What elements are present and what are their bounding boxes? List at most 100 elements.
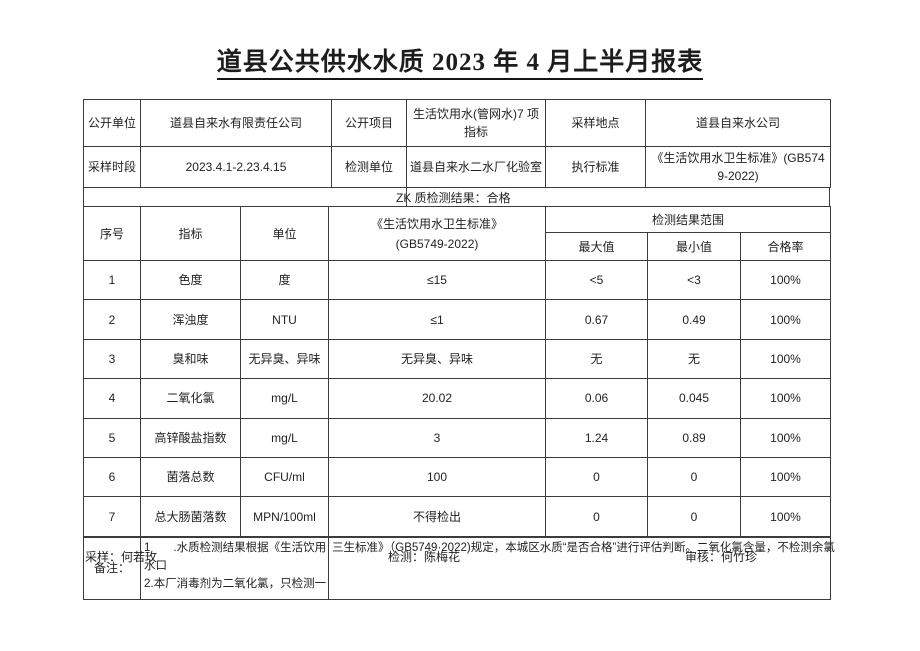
table-cell: 0.49 xyxy=(647,299,741,340)
table-cell: 度 xyxy=(240,259,329,301)
table-row: 1 色度 度 ≤15 <5 <3 100% xyxy=(83,259,832,301)
table-cell: 3 xyxy=(83,338,141,380)
info-row-2: 采样时段 2023.4.1-2.23.4.15 检测单位 道县自来水二水厂化验室… xyxy=(83,146,831,188)
table-cell: 0.89 xyxy=(647,417,741,458)
table-cell: 1 xyxy=(83,259,141,301)
header-standard: 《生活饮用水卫生标准》 (GB5749-2022) xyxy=(328,206,546,261)
table-cell: 100% xyxy=(739,417,832,458)
header-standard-line1: 《生活饮用水卫生标准》 xyxy=(370,216,503,231)
header-row-top: 序号 指标 单位 《生活饮用水卫生标准》 (GB5749-2022) 检测结果范… xyxy=(83,206,832,261)
header-row-sub: 最大值 最小值 合格率 xyxy=(84,232,832,261)
table-cell: 浑浊度 xyxy=(140,299,241,340)
table-cell: 0 xyxy=(647,456,741,498)
header-min: 最小值 xyxy=(647,232,741,261)
table-cell: 100% xyxy=(739,338,832,380)
info-value-sampling-period: 2023.4.1-2.23.4.15 xyxy=(140,146,332,188)
result-note-text: ZK 质检测结果：合格 xyxy=(396,191,511,205)
table-cell: 0.67 xyxy=(545,299,648,340)
info-value-testing-unit: 道县自来水二水厂化验室 xyxy=(406,146,546,188)
table-row: 5 高锌酸盐指数 mg/L 3 1.24 0.89 100% xyxy=(83,417,832,458)
table-cell: 0 xyxy=(647,496,741,537)
page-title: 道县公共供水水质 2023 年 4 月上半月报表 xyxy=(0,42,920,80)
info-value-public-item: 生活饮用水(管网水)7 项指标 xyxy=(406,99,546,147)
table-cell: 二氧化氯 xyxy=(140,378,241,419)
table-cell: 无 xyxy=(545,338,648,380)
info-table: 公开单位 道县自来水有限责任公司 公开项目 生活饮用水(管网水)7 项指标 采样… xyxy=(83,99,831,188)
table-cell: 100% xyxy=(739,259,832,301)
remarks-mid-line3: 2.本厂消毒剂为二氧化氯，只检测一 xyxy=(144,577,327,590)
table-cell: MPN/100ml xyxy=(240,496,329,537)
table-cell: 100% xyxy=(739,378,832,419)
table-row: 4 二氧化氯 mg/L 20.02 0.06 0.045 100% xyxy=(83,378,832,419)
table-cell: 无 xyxy=(647,338,741,380)
table-cell: 4 xyxy=(83,378,141,419)
remarks-mid-line2: 水口 xyxy=(144,559,167,572)
table-cell: ≤15 xyxy=(328,259,546,301)
tester-signature: 检测：陈梅花 xyxy=(388,550,461,564)
info-label-sampling-period: 采样时段 xyxy=(83,146,141,188)
table-cell: 2 xyxy=(83,299,141,340)
remarks-mid-line1: 1 .水质检测结果根据《生活饮用 xyxy=(144,541,327,554)
info-label-public-unit: 公开单位 xyxy=(83,99,141,147)
table-cell: CFU/ml xyxy=(240,456,329,498)
remarks-label: 备注： xyxy=(83,536,141,600)
remarks-table: 备注： 1 .水质检测结果根据《生活饮用 水口 2.本厂消毒剂为二氧化氯，只检测… xyxy=(83,536,835,600)
remarks-mid-cell: 1 .水质检测结果根据《生活饮用 水口 2.本厂消毒剂为二氧化氯，只检测一 xyxy=(140,536,329,600)
info-row-1: 公开单位 道县自来水有限责任公司 公开项目 生活饮用水(管网水)7 项指标 采样… xyxy=(83,99,831,147)
table-row: 3 臭和味 无异臭、异味 无异臭、异味 无 无 100% xyxy=(83,338,832,380)
table-cell: 总大肠菌落数 xyxy=(140,496,241,537)
info-label-public-item: 公开项目 xyxy=(331,99,407,147)
table-cell: 100% xyxy=(739,299,832,340)
table-cell: 3 xyxy=(328,417,546,458)
table-cell: 高锌酸盐指数 xyxy=(140,417,241,458)
info-value-sampling-site: 道县自来水公司 xyxy=(645,99,831,147)
header-seq: 序号 xyxy=(83,206,141,261)
info-label-standard: 执行标准 xyxy=(545,146,646,188)
table-cell: 无异臭、异味 xyxy=(240,338,329,380)
table-cell: mg/L xyxy=(240,417,329,458)
table-cell: 0.045 xyxy=(647,378,741,419)
remarks-row: 备注： 1 .水质检测结果根据《生活饮用 水口 2.本厂消毒剂为二氧化氯，只检测… xyxy=(83,536,835,600)
table-cell: 5 xyxy=(83,417,141,458)
table-cell: 菌落总数 xyxy=(140,456,241,498)
table-cell: 7 xyxy=(83,496,141,537)
table-cell: 无异臭、异味 xyxy=(328,338,546,380)
table-cell: 20.02 xyxy=(328,378,546,419)
info-value-standard: 《生活饮用水卫生标准》(GB5749-2022) xyxy=(645,146,831,188)
page-title-text: 道县公共供水水质 2023 年 4 月上半月报表 xyxy=(216,49,704,80)
report-table-container: 公开单位 道县自来水有限责任公司 公开项目 生活饮用水(管网水)7 项指标 采样… xyxy=(83,99,835,600)
table-cell: mg/L xyxy=(240,378,329,419)
table-cell: <5 xyxy=(545,259,648,301)
header-standard-line2: (GB5749-2022) xyxy=(395,236,479,251)
info-value-public-unit: 道县自来水有限责任公司 xyxy=(140,99,332,147)
table-cell: 6 xyxy=(83,456,141,498)
table-cell: <3 xyxy=(647,259,741,301)
header-max: 最大值 xyxy=(545,232,648,261)
table-cell: 100% xyxy=(739,456,832,498)
table-cell: 100% xyxy=(739,496,832,537)
header-indicator: 指标 xyxy=(140,206,241,261)
table-row: 2 浑浊度 NTU ≤1 0.67 0.49 100% xyxy=(83,299,832,340)
table-cell: 臭和味 xyxy=(140,338,241,380)
reviewer-signature: 审核：何竹珍 xyxy=(685,550,758,564)
table-cell: 色度 xyxy=(140,259,241,301)
table-cell: 不得检出 xyxy=(328,496,546,537)
table-cell: 100 xyxy=(328,456,546,498)
table-row: 7 总大肠菌落数 MPN/100ml 不得检出 0 0 100% xyxy=(83,496,832,537)
result-note-row: ZK 质检测结果：合格 xyxy=(83,188,830,206)
table-cell: 0.06 xyxy=(545,378,648,419)
table-row: 6 菌落总数 CFU/ml 100 0 0 100% xyxy=(83,456,832,498)
column-divider-line xyxy=(406,188,407,206)
header-unit: 单位 xyxy=(240,206,329,261)
info-label-sampling-site: 采样地点 xyxy=(545,99,646,147)
info-label-testing-unit: 检测单位 xyxy=(331,146,407,188)
table-cell: 0 xyxy=(545,496,648,537)
table-cell: ≤1 xyxy=(328,299,546,340)
remarks-right-cell: 三生标准》（GB5749·2022)规定，本城区水质“是否合格”进行评估判断。二… xyxy=(328,536,835,600)
sampler-signature: 采样：何若玫 xyxy=(85,550,158,564)
indicators-table: 序号 指标 单位 《生活饮用水卫生标准》 (GB5749-2022) 检测结果范… xyxy=(83,206,832,537)
table-cell: 1.24 xyxy=(545,417,648,458)
remarks-right-text: 三生标准》（GB5749·2022)规定，本城区水质“是否合格”进行评估判断。二… xyxy=(332,541,835,554)
header-pass-rate: 合格率 xyxy=(739,232,832,261)
